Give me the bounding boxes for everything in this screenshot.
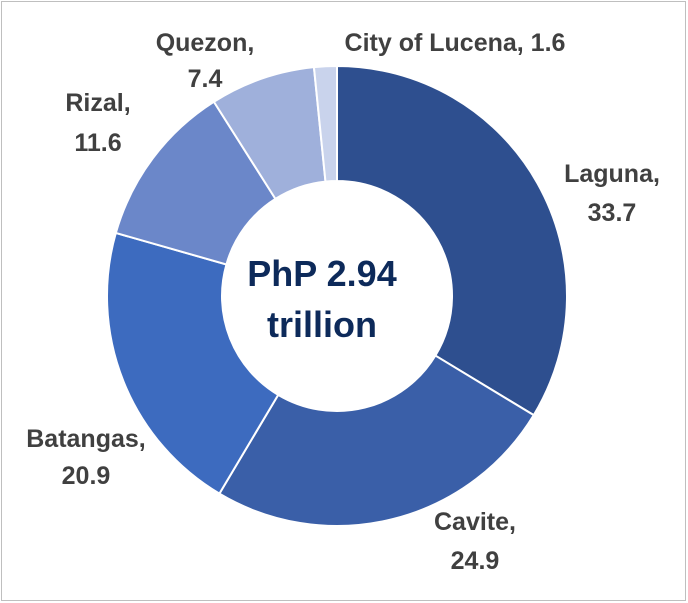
label-rizal-name: Rizal, — [65, 89, 130, 117]
slices-group — [106, 64, 568, 527]
label-batangas-value: 20.9 — [62, 462, 111, 490]
slice-city-of-lucena — [312, 64, 338, 183]
center-label-line1: PhP 2.94 — [247, 253, 396, 294]
label-quezon-value: 7.4 — [188, 65, 223, 93]
label-quezon-name: Quezon, — [156, 29, 255, 57]
center-label-line2: trillion — [267, 304, 377, 345]
label-rizal-value: 11.6 — [74, 129, 121, 157]
slice-laguna — [336, 64, 568, 417]
label-laguna-value: 33.7 — [588, 199, 637, 227]
slice-cavite — [218, 354, 536, 527]
label-batangas-name: Batangas, — [26, 425, 145, 453]
label-city-of-lucena: City of Lucena, 1.6 — [345, 29, 566, 57]
label-laguna-name: Laguna, — [564, 160, 660, 188]
label-cavite-value: 24.9 — [451, 547, 500, 575]
label-cavite-name: Cavite, — [434, 508, 516, 536]
slice-batangas — [106, 231, 280, 496]
